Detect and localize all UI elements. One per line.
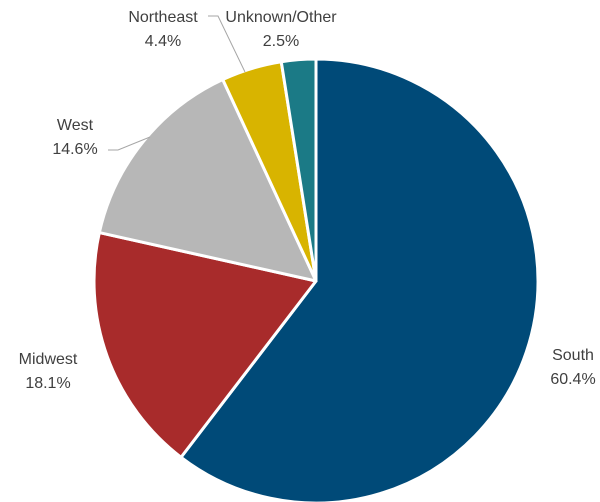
slice-label-midwest: Midwest: [19, 351, 78, 368]
leader-line-west: [108, 136, 151, 151]
slice-label-northeast: Northeast: [128, 9, 198, 26]
pie-slice-west: [97, 78, 318, 283]
slice-label-unknown-other: Unknown/Other: [225, 9, 337, 26]
pie-slices: [92, 57, 540, 502]
slice-label-west: West: [57, 117, 94, 134]
slice-value-west: 14.6%: [52, 141, 97, 158]
slice-labels: South 60.4% Midwest 18.1% West 14.6% Northeast…: [19, 9, 596, 392]
pie-slice-midwest: [92, 231, 318, 459]
leader-lines: [108, 15, 246, 151]
slice-value-unknown-other: 2.5%: [263, 33, 299, 50]
leader-line-northeast: [208, 15, 246, 73]
slice-value-northeast: 4.4%: [145, 33, 181, 50]
slice-value-midwest: 18.1%: [25, 375, 70, 392]
pie-slice-unknown-other: [279, 57, 318, 283]
slice-label-south: South: [552, 347, 594, 364]
slice-value-south: 60.4%: [550, 371, 595, 388]
